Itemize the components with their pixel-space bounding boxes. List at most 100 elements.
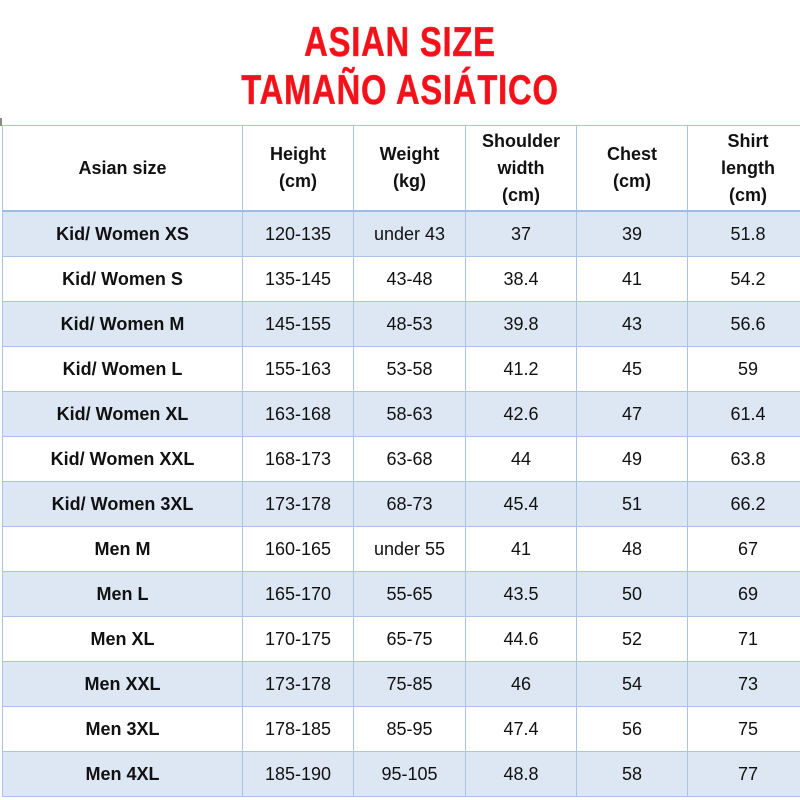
cell-weight: 63-68 [353,436,466,482]
cell-size: Men 3XL [2,706,243,752]
cell-weight: 43-48 [353,256,466,302]
header-unit: (cm) [278,171,317,191]
cell-height: 165-170 [242,571,354,617]
cell-shoulder: 47.4 [465,706,577,752]
cell-shoulder: 42.6 [465,391,577,437]
cell-chest: 47 [576,391,688,437]
cell-weight: 95-105 [353,751,466,797]
cell-chest: 52 [576,616,688,662]
cell-weight: under 43 [353,210,466,257]
cell-chest: 54 [576,661,688,707]
cell-length: 69 [687,571,800,617]
header-height: Height (cm) [242,125,354,212]
cell-weight: 85-95 [353,706,466,752]
cell-weight: 48-53 [353,301,466,347]
cell-size: Men L [2,571,243,617]
size-chart: Asian size Height (cm) Weight (kg) Shoulde… [2,125,800,797]
table-row: Men 3XL 178-185 85-95 47.4 56 75 [2,706,800,752]
cell-weight: 65-75 [353,616,466,662]
title-spanish: TAMAÑO ASIÁTICO [241,66,559,113]
table-row: Men XXL 173-178 75-85 46 54 73 [2,661,800,707]
cell-chest: 48 [576,526,688,572]
cell-length: 67 [687,526,800,572]
header-label: width [497,157,545,178]
cell-weight: 55-65 [353,571,466,617]
header-label: Shirt [727,130,769,151]
cell-weight: under 55 [353,526,466,572]
cell-size: Kid/ Women XL [2,391,243,437]
cell-chest: 41 [576,256,688,302]
cell-size: Kid/ Women XS [2,210,243,257]
cell-chest: 39 [576,210,688,257]
cell-length: 61.4 [687,391,800,437]
header-chest: Chest (cm) [576,125,688,212]
header-shirt-length: Shirt length (cm) [687,125,800,212]
header-label: Weight [379,144,440,164]
cell-size: Men 4XL [2,751,243,797]
cell-size: Kid/ Women M [2,301,243,347]
cell-weight: 75-85 [353,661,466,707]
size-table: Asian size Height (cm) Weight (kg) Shoulde… [2,125,800,797]
cell-size: Kid/ Women 3XL [2,481,243,527]
header-label: Asian size [78,157,167,178]
cell-shoulder: 44 [465,436,577,482]
cell-shoulder: 43.5 [465,571,577,617]
cell-height: 168-173 [242,436,354,482]
cell-chest: 56 [576,706,688,752]
cell-shoulder: 41.2 [465,346,577,392]
cell-length: 77 [687,751,800,797]
cell-length: 51.8 [687,210,800,257]
title-block: ASIAN SIZE TAMAÑO ASIÁTICO [0,0,800,125]
table-row: Men XL 170-175 65-75 44.6 52 71 [2,616,800,662]
cell-length: 63.8 [687,436,800,482]
cell-length: 73 [687,661,800,707]
header-unit: (cm) [728,184,767,205]
title-english: ASIAN SIZE [304,18,496,65]
cell-size: Men XXL [2,661,243,707]
cell-height: 185-190 [242,751,354,797]
cell-length: 59 [687,346,800,392]
cell-weight: 68-73 [353,481,466,527]
cell-chest: 51 [576,481,688,527]
table-row: Kid/ Women XS 120-135 under 43 37 39 51.… [2,210,800,257]
table-row: Men M 160-165 under 55 41 48 67 [2,526,800,572]
cell-shoulder: 48.8 [465,751,577,797]
table-row: Kid/ Women M 145-155 48-53 39.8 43 56.6 [2,301,800,347]
cell-shoulder: 41 [465,526,577,572]
table-row: Kid/ Women 3XL 173-178 68-73 45.4 51 66.… [2,481,800,527]
cell-size: Men XL [2,616,243,662]
cell-chest: 45 [576,346,688,392]
header-weight: Weight (kg) [353,125,466,212]
header-row: Asian size Height (cm) Weight (kg) Shoulde… [2,125,800,212]
cell-chest: 49 [576,436,688,482]
cell-shoulder: 46 [465,661,577,707]
cell-length: 71 [687,616,800,662]
cell-shoulder: 37 [465,210,577,257]
cell-height: 135-145 [242,256,354,302]
header-asian-size: Asian size [2,125,243,212]
cell-weight: 53-58 [353,346,466,392]
cell-height: 163-168 [242,391,354,437]
header-unit: (cm) [612,171,651,191]
header-label: Chest [606,144,657,164]
cell-chest: 43 [576,301,688,347]
cell-weight: 58-63 [353,391,466,437]
cell-length: 56.6 [687,301,800,347]
cell-height: 155-163 [242,346,354,392]
cell-height: 178-185 [242,706,354,752]
table-row: Kid/ Women XXL 168-173 63-68 44 49 63.8 [2,436,800,482]
cell-length: 54.2 [687,256,800,302]
cell-length: 75 [687,706,800,752]
cell-shoulder: 44.6 [465,616,577,662]
cell-shoulder: 38.4 [465,256,577,302]
cell-height: 145-155 [242,301,354,347]
header-shoulder-width: Shoulder width (cm) [465,125,577,212]
corner-mark [0,118,2,126]
header-label: length [721,157,775,178]
table-row: Men 4XL 185-190 95-105 48.8 58 77 [2,751,800,797]
cell-height: 170-175 [242,616,354,662]
table-row: Kid/ Women L 155-163 53-58 41.2 45 59 [2,346,800,392]
cell-shoulder: 39.8 [465,301,577,347]
table-row: Men L 165-170 55-65 43.5 50 69 [2,571,800,617]
header-label: Shoulder [481,130,560,151]
